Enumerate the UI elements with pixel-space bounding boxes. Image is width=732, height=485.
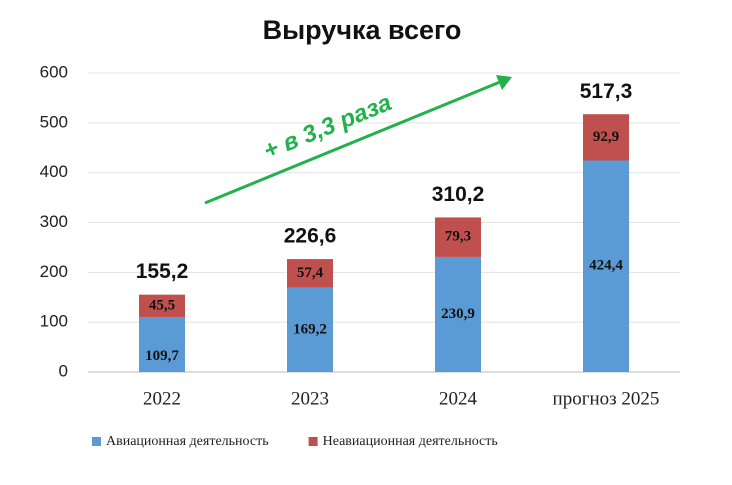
value-label: 45,5 [149,297,175,313]
value-label: 109,7 [145,348,179,364]
legend-label: Неавиационная деятельность [323,434,498,449]
y-tick-label: 300 [40,212,68,231]
bar-segment [139,317,185,372]
value-label: 230,9 [441,306,475,322]
legend-swatch [308,437,318,446]
arrow-head [496,75,512,90]
y-tick-label: 400 [40,162,68,181]
total-label: 310,2 [432,183,485,206]
x-tick-label: 2024 [439,388,478,409]
y-tick-label: 100 [40,312,68,331]
x-tick-label: прогноз 2025 [553,388,660,409]
bar-segment [139,294,185,318]
bar-segment [435,217,481,257]
value-label: 92,9 [593,129,619,145]
y-tick-label: 200 [40,262,68,281]
total-label: 517,3 [580,80,633,103]
value-label: 424,4 [589,258,623,274]
legend-swatch [92,437,101,446]
bar-segment [287,259,333,288]
x-tick-label: 2023 [291,388,329,409]
total-label: 226,6 [284,225,337,248]
chart-title: Выручка всего [263,15,462,45]
x-tick-label: 2022 [143,388,181,409]
bar-segment [435,256,481,372]
value-label: 169,2 [293,321,327,337]
y-tick-label: 0 [59,361,68,380]
bar-segment [583,160,629,372]
growth-arrow [204,80,501,205]
bar-segment [583,114,629,161]
bar-segment [287,287,333,372]
total-label: 155,2 [136,260,189,283]
value-label: 57,4 [297,265,324,281]
y-tick-label: 500 [40,112,68,131]
value-label: 79,3 [445,229,471,245]
y-tick-label: 600 [40,62,68,81]
legend-label: Авиационная деятельность [106,434,269,449]
